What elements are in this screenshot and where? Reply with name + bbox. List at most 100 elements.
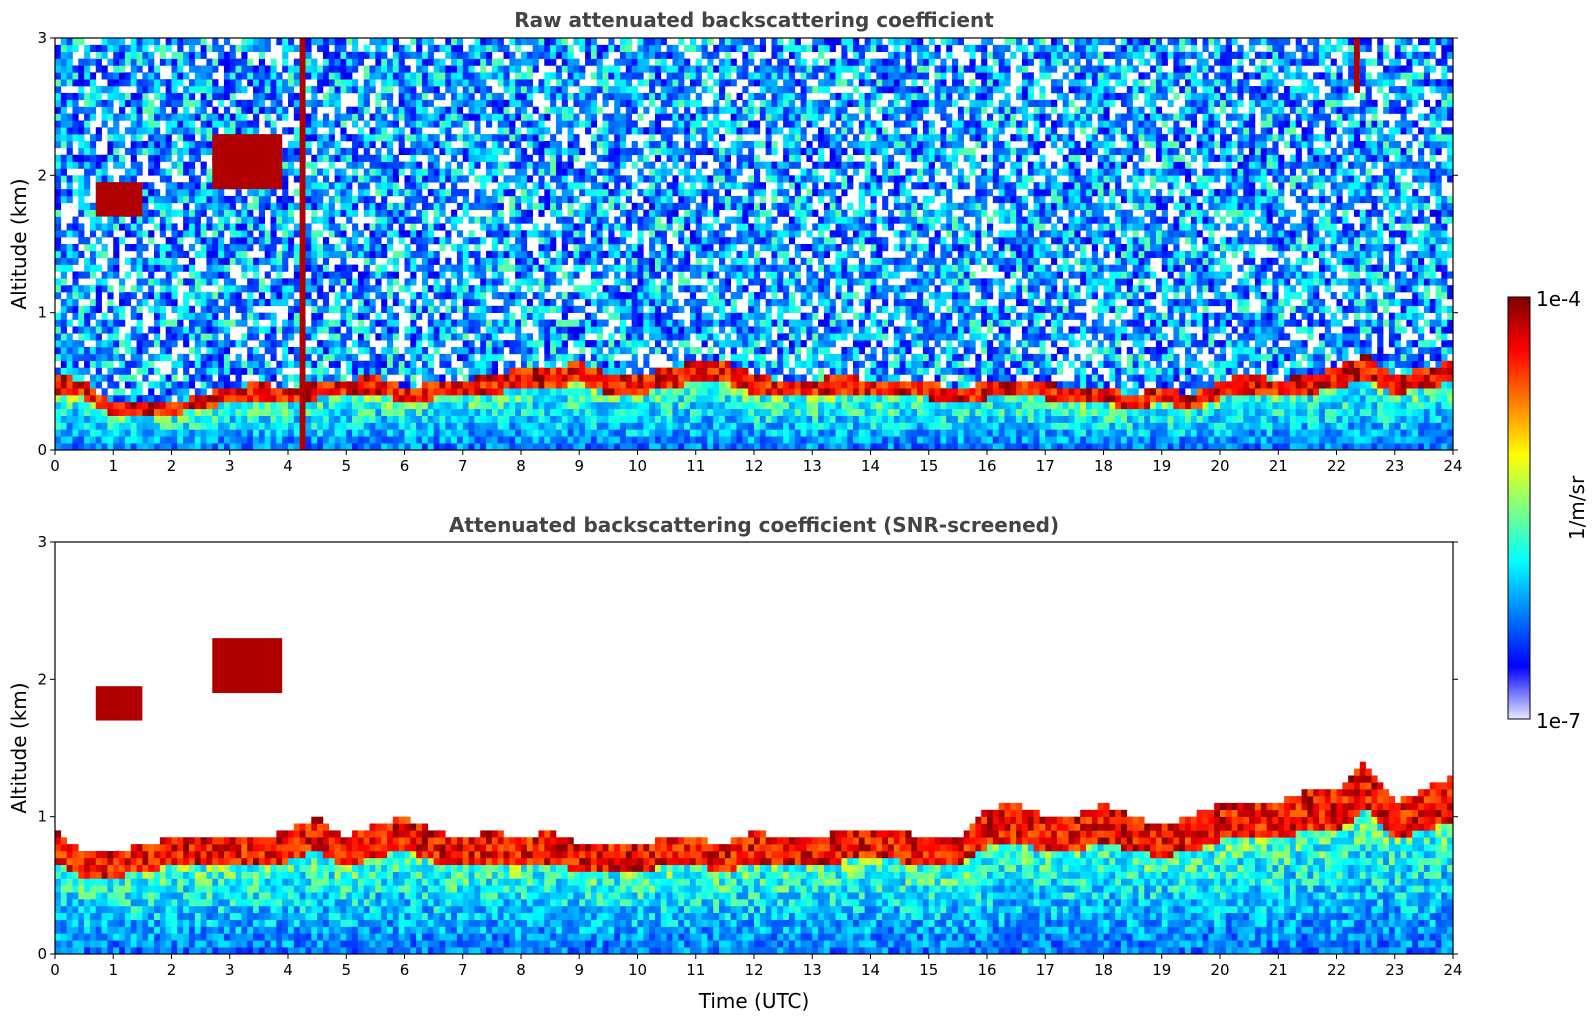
heatmap-cell	[404, 44, 411, 53]
heatmap-cell	[590, 195, 598, 204]
heatmap-cell	[72, 79, 79, 87]
heatmap-cell	[550, 381, 557, 389]
heatmap-cell	[451, 92, 458, 101]
heatmap-cell	[66, 79, 73, 87]
heatmap-cell	[334, 340, 341, 348]
heatmap-cell	[538, 86, 545, 94]
heatmap-cell	[451, 415, 458, 423]
heatmap-cell	[89, 443, 97, 450]
heatmap-cell	[119, 51, 126, 59]
heatmap-cell	[119, 292, 126, 300]
heatmap-cell	[165, 120, 172, 128]
heatmap-cell	[579, 401, 586, 410]
heatmap-cell	[643, 319, 650, 327]
heatmap-cell	[113, 38, 120, 46]
heatmap-cell	[154, 264, 161, 272]
heatmap-cell	[119, 92, 126, 101]
heatmap-cell	[567, 250, 574, 259]
heatmap-cell	[398, 353, 405, 362]
heatmap-cell	[555, 106, 563, 114]
heatmap-cell	[456, 292, 464, 300]
heatmap-cell	[579, 347, 586, 355]
heatmap-cell	[317, 340, 324, 348]
heatmap-cell	[515, 141, 522, 149]
heatmap-cell	[322, 189, 330, 197]
heatmap-cell	[317, 182, 324, 190]
heatmap-cell	[165, 292, 172, 300]
heatmap-cell	[55, 401, 62, 410]
heatmap-cell	[486, 443, 493, 450]
heatmap-cell	[328, 374, 335, 382]
heatmap-cell	[247, 401, 254, 410]
heatmap-cell	[614, 237, 621, 245]
heatmap-cell	[253, 443, 260, 450]
heatmap-cell	[625, 216, 632, 224]
heatmap-cell	[468, 429, 475, 437]
heatmap-cell	[491, 326, 499, 334]
heatmap-cell	[305, 44, 312, 53]
heatmap-cell	[468, 388, 475, 396]
heatmap-cell	[392, 182, 399, 190]
heatmap-cell	[241, 127, 248, 135]
heatmap-cell	[451, 292, 458, 300]
heatmap-cell	[608, 292, 615, 300]
heatmap-cell	[608, 298, 615, 307]
heatmap-cell	[328, 395, 335, 403]
heatmap-cell	[561, 360, 568, 368]
heatmap-cell	[654, 250, 662, 259]
heatmap-cell	[258, 99, 266, 107]
heatmap-cell	[264, 257, 271, 265]
heatmap-cell	[200, 92, 207, 101]
heatmap-cell	[491, 319, 499, 327]
heatmap-cell	[555, 340, 563, 348]
heatmap-cell	[410, 175, 417, 183]
heatmap-cell	[311, 285, 318, 293]
heatmap-cell	[223, 120, 231, 128]
heatmap-cell	[480, 202, 487, 210]
heatmap-cell	[89, 79, 97, 87]
heatmap-cell	[468, 44, 475, 53]
heatmap-cell	[200, 395, 207, 403]
heatmap-cell	[445, 134, 452, 142]
heatmap-cell	[404, 408, 411, 416]
heatmap-cell	[282, 285, 289, 293]
heatmap-cell	[480, 292, 487, 300]
heatmap-cell	[346, 360, 353, 368]
heatmap-cell	[282, 175, 289, 183]
heatmap-cell	[218, 347, 225, 355]
heatmap-cell	[288, 347, 295, 355]
heatmap-cell	[177, 408, 184, 416]
heatmap-cell	[159, 79, 166, 87]
heatmap-cell	[421, 72, 429, 80]
heatmap-cell	[474, 175, 481, 183]
heatmap-cell	[620, 422, 627, 430]
heatmap-cell	[241, 422, 248, 430]
heatmap-cell	[625, 388, 632, 396]
heatmap-cell	[474, 374, 481, 382]
heatmap-cell	[637, 223, 644, 231]
heatmap-cell	[276, 72, 283, 80]
heatmap-cell	[352, 223, 359, 231]
heatmap-cell	[590, 120, 598, 128]
heatmap-cell	[282, 209, 289, 217]
heatmap-cell	[171, 223, 178, 231]
heatmap-cell	[532, 134, 539, 142]
heatmap-cell	[660, 168, 667, 176]
heatmap-cell	[60, 436, 67, 444]
heatmap-cell	[486, 415, 493, 423]
heatmap-cell	[590, 58, 598, 66]
heatmap-cell	[608, 360, 615, 368]
heatmap-cell	[398, 436, 405, 444]
heatmap-cell	[410, 408, 417, 416]
heatmap-cell	[229, 99, 236, 107]
heatmap-cell	[340, 381, 347, 389]
heatmap-cell	[398, 401, 405, 410]
heatmap-cell	[218, 292, 225, 300]
heatmap-cell	[410, 127, 417, 135]
heatmap-cell	[89, 360, 97, 368]
heatmap-cell	[555, 422, 563, 430]
heatmap-cell	[282, 422, 289, 430]
heatmap-cell	[555, 120, 563, 128]
heatmap-cell	[532, 230, 539, 238]
heatmap-cell	[171, 326, 178, 334]
